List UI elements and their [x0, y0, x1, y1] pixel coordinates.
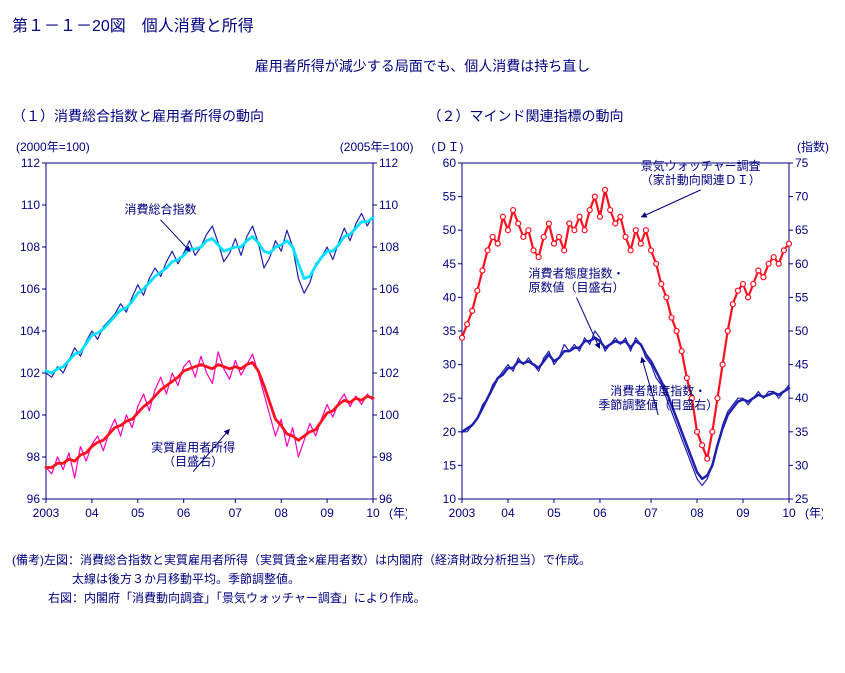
svg-text:20: 20: [442, 425, 456, 439]
svg-text:景気ウォッチャー調査: 景気ウォッチャー調査: [640, 158, 760, 173]
svg-text:40: 40: [442, 290, 456, 304]
footnotes: (備考)左図：消費総合指数と実質雇用者所得（実質賃金×雇用者数）は内閣府（経済財…: [12, 551, 833, 609]
charts-container: （１）消費総合指数と雇用者所得の動向 (2000年=100) (2005年=10…: [12, 106, 833, 527]
svg-text:（家計動向関連ＤＩ）: （家計動向関連ＤＩ）: [640, 172, 760, 187]
svg-text:07: 07: [229, 506, 243, 520]
svg-text:10: 10: [442, 492, 456, 506]
svg-text:65: 65: [795, 223, 809, 237]
svg-text:2003: 2003: [448, 506, 475, 520]
figure-subtitle: 雇用者所得が減少する局面でも、個人消費は持ち直し: [12, 56, 833, 76]
svg-text:15: 15: [442, 458, 456, 472]
svg-text:108: 108: [379, 240, 399, 254]
chart1-left-axis-label: (2000年=100): [16, 138, 90, 155]
chart2-right-axis-label: (指数): [797, 138, 829, 155]
svg-text:96: 96: [27, 492, 41, 506]
svg-text:2003: 2003: [33, 506, 60, 520]
chart1-svg: 96 98 100 102 104 106 108 110 112 96 98 100 102 104 10…: [12, 157, 407, 527]
svg-text:04: 04: [85, 506, 99, 520]
svg-text:季節調整値（目盛右）: 季節調整値（目盛右）: [598, 397, 718, 412]
svg-text:10: 10: [782, 506, 796, 520]
svg-text:102: 102: [379, 366, 399, 380]
svg-text:実質雇用者所得: 実質雇用者所得: [151, 440, 235, 455]
footnote-2: 太線は後方３か月移動平均。季節調整値。: [12, 570, 833, 589]
chart1-right-axis-label: (2005年=100): [340, 138, 414, 155]
svg-text:09: 09: [320, 506, 334, 520]
svg-text:75: 75: [795, 157, 809, 170]
svg-text:消費総合指数: 消費総合指数: [124, 202, 196, 217]
svg-text:(年): (年): [389, 506, 407, 520]
svg-text:55: 55: [795, 290, 809, 304]
svg-text:96: 96: [379, 492, 393, 506]
svg-text:08: 08: [690, 506, 704, 520]
svg-text:98: 98: [27, 450, 41, 464]
svg-text:55: 55: [442, 190, 456, 204]
footnote-1: (備考)左図：消費総合指数と実質雇用者所得（実質賃金×雇用者数）は内閣府（経済財…: [12, 551, 833, 570]
svg-text:50: 50: [442, 223, 456, 237]
chart2-block: （２）マインド関連指標の動向 (ＤＩ) (指数) 10 15 20 25 30 35 40 4…: [428, 106, 834, 527]
svg-text:06: 06: [593, 506, 607, 520]
svg-text:09: 09: [736, 506, 750, 520]
svg-text:30: 30: [795, 458, 809, 472]
svg-text:104: 104: [20, 324, 40, 338]
svg-text:102: 102: [20, 366, 40, 380]
svg-text:30: 30: [442, 358, 456, 372]
svg-text:25: 25: [442, 391, 456, 405]
svg-text:06: 06: [177, 506, 191, 520]
svg-text:104: 104: [379, 324, 399, 338]
svg-text:108: 108: [20, 240, 40, 254]
svg-text:消費者態度指数・: 消費者態度指数・: [528, 265, 624, 280]
svg-text:100: 100: [20, 408, 40, 422]
svg-text:60: 60: [795, 257, 809, 271]
svg-text:40: 40: [795, 391, 809, 405]
svg-text:50: 50: [795, 324, 809, 338]
svg-text:原数値（目盛右）: 原数値（目盛右）: [528, 279, 624, 294]
svg-text:10: 10: [366, 506, 380, 520]
svg-text:07: 07: [644, 506, 658, 520]
svg-text:106: 106: [379, 282, 399, 296]
svg-text:04: 04: [501, 506, 515, 520]
chart1-title: （１）消費総合指数と雇用者所得の動向: [12, 106, 418, 126]
svg-text:112: 112: [379, 157, 398, 170]
svg-text:70: 70: [795, 190, 809, 204]
svg-text:35: 35: [795, 425, 809, 439]
svg-text:25: 25: [795, 492, 809, 506]
chart2-title: （２）マインド関連指標の動向: [428, 106, 834, 126]
svg-text:(年): (年): [805, 506, 823, 520]
svg-text:106: 106: [20, 282, 40, 296]
footnote-3: 右図：内閣府「消費動向調査」「景気ウォッチャー調査」により作成。: [12, 589, 833, 608]
svg-text:45: 45: [795, 358, 809, 372]
svg-text:（目盛右）: （目盛右）: [163, 454, 223, 469]
svg-text:60: 60: [442, 157, 456, 170]
svg-text:消費者態度指数・: 消費者態度指数・: [610, 383, 706, 398]
figure-title: 第１－１－20図 個人消費と所得: [12, 12, 833, 36]
svg-text:112: 112: [21, 157, 40, 170]
svg-text:35: 35: [442, 324, 456, 338]
svg-text:98: 98: [379, 450, 393, 464]
chart2-svg: 10 15 20 25 30 35 40 45 50 55 60 25 30 35 40 45 50 55 60 65…: [428, 157, 823, 527]
svg-text:110: 110: [21, 198, 40, 212]
svg-text:100: 100: [379, 408, 399, 422]
svg-text:05: 05: [131, 506, 145, 520]
svg-text:110: 110: [379, 198, 398, 212]
svg-text:45: 45: [442, 257, 456, 271]
chart2-left-axis-label: (ＤＩ): [432, 138, 464, 155]
svg-text:05: 05: [547, 506, 561, 520]
svg-text:08: 08: [275, 506, 289, 520]
chart1-block: （１）消費総合指数と雇用者所得の動向 (2000年=100) (2005年=10…: [12, 106, 418, 527]
